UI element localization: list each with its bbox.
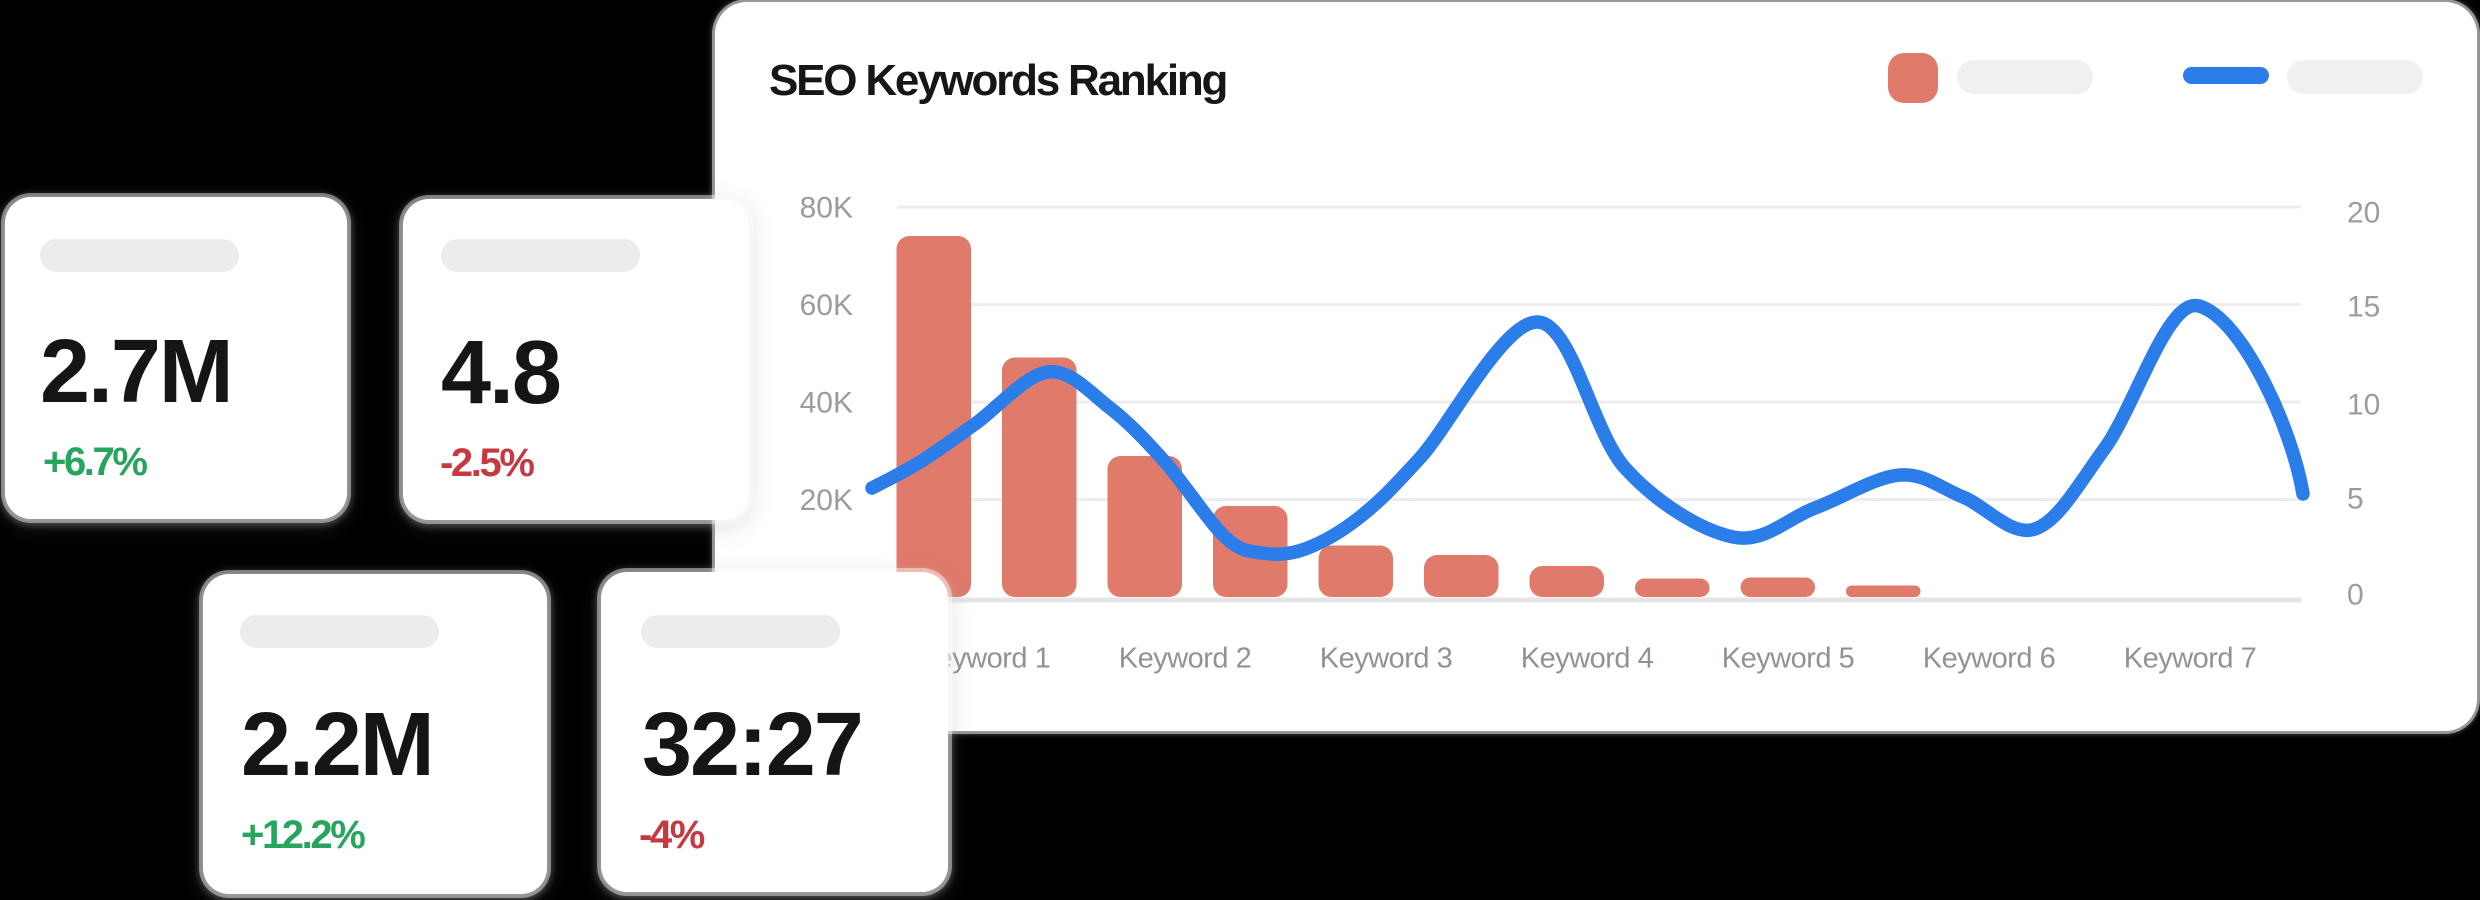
svg-text:Keyword 7: Keyword 7 [2124, 643, 2257, 675]
svg-text:10: 10 [2347, 389, 2380, 422]
svg-text:Keyword 6: Keyword 6 [1923, 643, 2056, 675]
svg-text:0: 0 [2347, 579, 2364, 612]
svg-text:15: 15 [2347, 291, 2380, 324]
svg-text:20: 20 [2347, 197, 2380, 230]
svg-text:Keyword 4: Keyword 4 [1521, 643, 1654, 675]
svg-text:Keyword 5: Keyword 5 [1722, 643, 1855, 675]
svg-text:Keyword 3: Keyword 3 [1320, 643, 1453, 675]
svg-text:20K: 20K [800, 484, 853, 517]
svg-text:60K: 60K [800, 289, 853, 322]
svg-text:5: 5 [2347, 483, 2364, 516]
svg-text:80K: 80K [800, 191, 853, 224]
svg-text:Keyword 2: Keyword 2 [1119, 643, 1252, 675]
svg-text:40K: 40K [800, 386, 853, 419]
